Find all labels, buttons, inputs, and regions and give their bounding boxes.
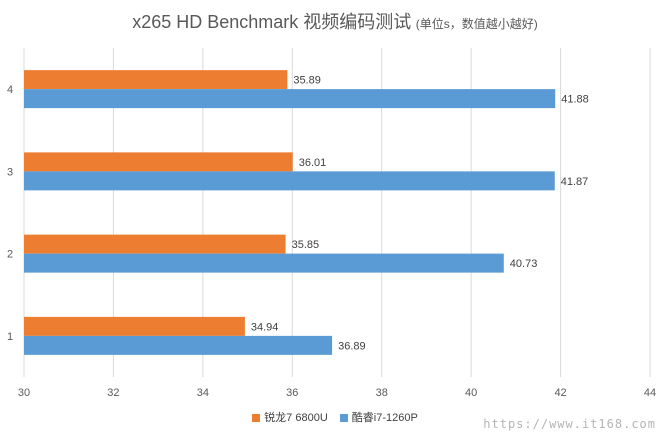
- data-label: 41.87: [561, 176, 589, 188]
- y-tick-label: 4: [7, 84, 13, 96]
- bar: [24, 171, 555, 191]
- data-label: 41.88: [561, 94, 589, 106]
- x-tick-label: 38: [376, 387, 388, 399]
- bar: [24, 316, 245, 336]
- legend-item: 锐龙7 6800U: [252, 409, 328, 425]
- x-tick-label: 32: [107, 387, 119, 399]
- chart-title-block: x265 HD Benchmark 视频编码测试 (单位s，数值越小越好): [0, 8, 670, 34]
- x-tick-label: 34: [197, 387, 209, 399]
- bar: [24, 89, 556, 109]
- bar: [24, 253, 504, 273]
- x-tick-label: 40: [465, 387, 477, 399]
- bar: [24, 335, 333, 355]
- bar: [24, 152, 293, 172]
- y-tick-label: 1: [7, 331, 13, 343]
- data-label: 36.01: [299, 157, 327, 169]
- y-tick-label: 3: [7, 166, 13, 178]
- x-tick-label: 42: [554, 387, 566, 399]
- x-tick-label: 30: [18, 387, 30, 399]
- legend-swatch: [252, 414, 261, 422]
- data-label: 35.85: [292, 239, 320, 251]
- x-tick-label: 36: [286, 387, 298, 399]
- data-label: 36.89: [338, 340, 366, 352]
- bar: [24, 70, 288, 90]
- chart-title: x265 HD Benchmark 视频编码测试: [132, 12, 412, 32]
- bar: [24, 234, 286, 254]
- watermark: https://www.it168.com: [483, 417, 656, 431]
- legend: 锐龙7 6800U 酷睿i7-1260P: [0, 409, 670, 425]
- legend-item: 酷睿i7-1260P: [339, 409, 418, 425]
- legend-label: 锐龙7 6800U: [264, 412, 328, 424]
- legend-swatch: [339, 414, 348, 422]
- chart-subtitle: (单位s，数值越小越好): [415, 17, 538, 31]
- data-label: 40.73: [510, 258, 538, 270]
- data-label: 34.94: [251, 321, 279, 333]
- legend-label: 酷睿i7-1260P: [351, 412, 418, 424]
- data-label: 35.89: [293, 75, 321, 87]
- x-tick-label: 44: [644, 387, 656, 399]
- y-tick-label: 2: [7, 249, 13, 261]
